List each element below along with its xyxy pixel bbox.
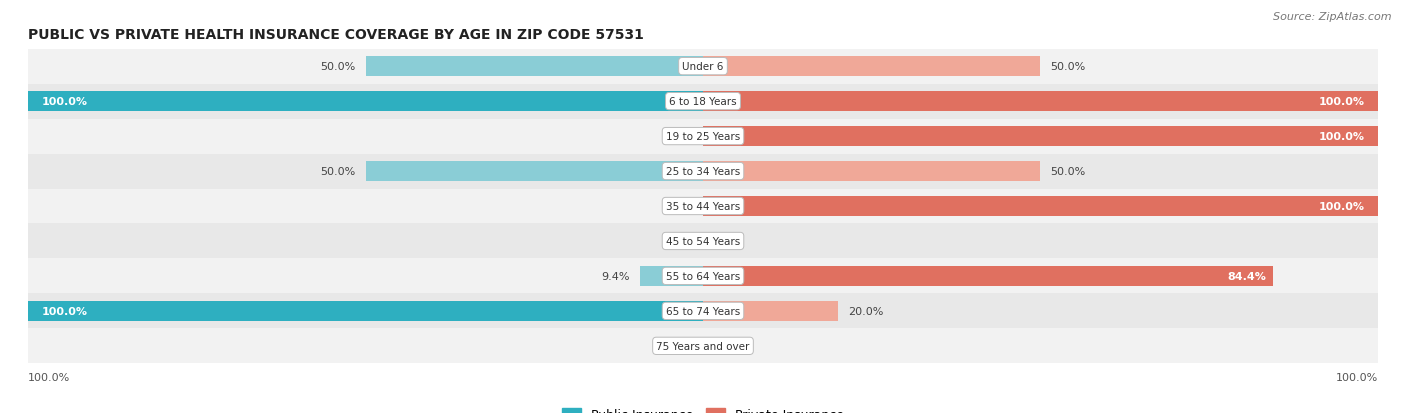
Text: 0.0%: 0.0% <box>713 341 741 351</box>
Text: 0.0%: 0.0% <box>665 132 693 142</box>
Text: 25 to 34 Years: 25 to 34 Years <box>666 166 740 177</box>
Text: 0.0%: 0.0% <box>665 202 693 211</box>
Text: 100.0%: 100.0% <box>1319 202 1364 211</box>
Text: 55 to 64 Years: 55 to 64 Years <box>666 271 740 281</box>
Text: 50.0%: 50.0% <box>321 166 356 177</box>
Bar <box>28 92 703 112</box>
Text: 0.0%: 0.0% <box>713 236 741 247</box>
Bar <box>28 259 1378 294</box>
Text: 50.0%: 50.0% <box>1050 62 1085 72</box>
Text: 65 to 74 Years: 65 to 74 Years <box>666 306 740 316</box>
Bar <box>28 329 1378 363</box>
Text: 100.0%: 100.0% <box>1319 132 1364 142</box>
Text: 0.0%: 0.0% <box>665 341 693 351</box>
Bar <box>28 50 1378 84</box>
Text: 50.0%: 50.0% <box>321 62 356 72</box>
Bar <box>703 57 1040 77</box>
Text: 100.0%: 100.0% <box>28 372 70 382</box>
Bar <box>703 197 1378 216</box>
Text: 45 to 54 Years: 45 to 54 Years <box>666 236 740 247</box>
Text: 9.4%: 9.4% <box>600 271 630 281</box>
Text: 100.0%: 100.0% <box>42 306 87 316</box>
Text: 20.0%: 20.0% <box>848 306 883 316</box>
Bar <box>28 84 1378 119</box>
Text: 100.0%: 100.0% <box>1319 97 1364 107</box>
Text: PUBLIC VS PRIVATE HEALTH INSURANCE COVERAGE BY AGE IN ZIP CODE 57531: PUBLIC VS PRIVATE HEALTH INSURANCE COVER… <box>28 28 644 41</box>
Text: 75 Years and over: 75 Years and over <box>657 341 749 351</box>
Bar <box>28 119 1378 154</box>
Text: 100.0%: 100.0% <box>1336 372 1378 382</box>
Legend: Public Insurance, Private Insurance: Public Insurance, Private Insurance <box>557 404 849 413</box>
Text: Source: ZipAtlas.com: Source: ZipAtlas.com <box>1274 12 1392 22</box>
Bar <box>28 301 703 321</box>
Text: 100.0%: 100.0% <box>42 97 87 107</box>
Bar <box>28 154 1378 189</box>
Text: 0.0%: 0.0% <box>665 236 693 247</box>
Bar <box>28 224 1378 259</box>
Text: 84.4%: 84.4% <box>1227 271 1265 281</box>
Bar <box>703 301 838 321</box>
Bar <box>366 161 703 182</box>
Bar <box>703 92 1378 112</box>
Text: Under 6: Under 6 <box>682 62 724 72</box>
Bar <box>703 161 1040 182</box>
Bar <box>366 57 703 77</box>
Text: 50.0%: 50.0% <box>1050 166 1085 177</box>
Text: 35 to 44 Years: 35 to 44 Years <box>666 202 740 211</box>
Bar <box>640 266 703 286</box>
Bar <box>703 127 1378 147</box>
Text: 6 to 18 Years: 6 to 18 Years <box>669 97 737 107</box>
Bar <box>703 266 1272 286</box>
Text: 19 to 25 Years: 19 to 25 Years <box>666 132 740 142</box>
Bar <box>28 189 1378 224</box>
Bar <box>28 294 1378 329</box>
